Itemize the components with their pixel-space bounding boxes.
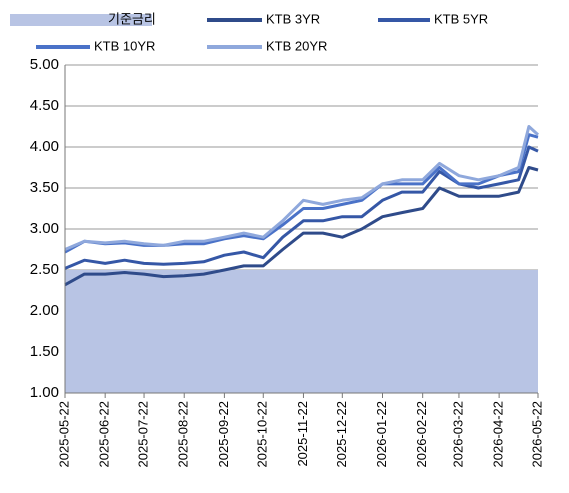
x-tick-label: 2026-02-22 — [414, 401, 429, 468]
x-tick-label: 2025-06-22 — [97, 401, 112, 468]
legend-label: KTB 3YR — [266, 11, 320, 26]
line — [64, 125, 540, 251]
legend-swatch — [10, 14, 152, 26]
x-tick-label: 2025-12-22 — [334, 401, 349, 468]
x-tick-label: 2025-07-22 — [135, 401, 150, 468]
y-tick-label: 5.00 — [30, 56, 59, 73]
y-tick-label: 1.50 — [30, 343, 59, 360]
legend-label: 기준금리 — [108, 11, 156, 26]
legend-label: KTB 20YR — [266, 38, 327, 53]
line — [64, 145, 539, 270]
y-tick-label: 2.50 — [30, 261, 59, 278]
x-tick-label: 2026-04-22 — [491, 401, 506, 468]
area — [65, 270, 538, 393]
y-tick-label: 4.50 — [30, 97, 59, 114]
x-tick-label: 2026-05-22 — [529, 401, 544, 468]
x-tick-label: 2025-10-22 — [255, 401, 270, 468]
x-tick-label: 2025-11-22 — [295, 401, 310, 467]
legend-label: KTB 5YR — [434, 11, 488, 26]
x-tick-label: 2025-08-22 — [176, 401, 191, 468]
y-tick-label: 3.00 — [30, 220, 59, 237]
y-tick-label: 4.00 — [30, 138, 59, 155]
y-tick-label: 2.00 — [30, 302, 59, 319]
y-tick-label: 1.00 — [30, 384, 59, 401]
legend-label: KTB 10YR — [94, 38, 155, 53]
line — [64, 166, 539, 287]
x-tick-label: 2026-03-22 — [450, 401, 465, 468]
x-tick-label: 2025-09-22 — [216, 401, 231, 468]
x-tick-label: 2025-05-22 — [56, 401, 71, 468]
y-tick-label: 3.50 — [30, 179, 59, 196]
x-tick-label: 2026-01-22 — [374, 401, 389, 468]
